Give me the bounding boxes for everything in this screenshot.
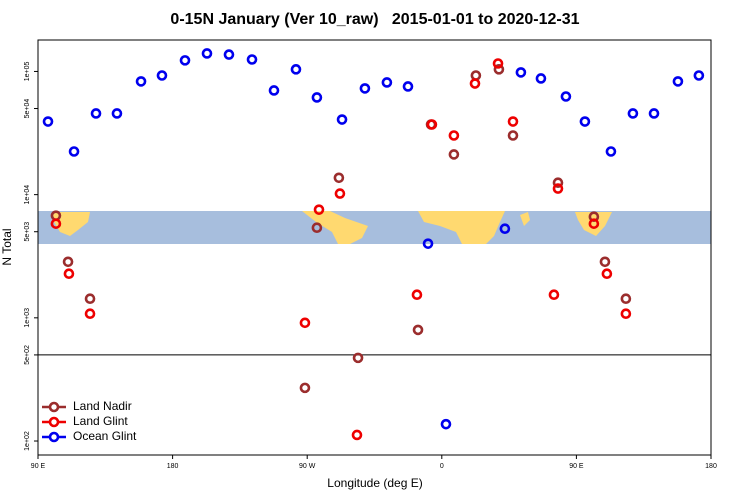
plot-frame xyxy=(37,39,712,456)
point xyxy=(469,78,481,89)
x-tick-label: 0 xyxy=(440,463,444,470)
point xyxy=(601,268,613,280)
point xyxy=(515,67,527,78)
point xyxy=(246,54,258,65)
chart-title: 0-15N January (Ver 10_raw) 2015-01-01 to… xyxy=(170,11,579,28)
point xyxy=(299,317,311,329)
y-tick-label: 5e+04 xyxy=(24,99,31,119)
x-tick-label: 180 xyxy=(167,463,179,470)
point xyxy=(201,48,213,59)
point xyxy=(352,352,364,364)
y-tick-label: 1e+03 xyxy=(24,308,31,328)
point xyxy=(448,130,460,141)
point xyxy=(422,238,434,249)
point xyxy=(552,183,564,194)
point xyxy=(351,429,363,441)
point xyxy=(426,119,438,130)
point xyxy=(179,55,191,66)
point xyxy=(605,146,617,157)
point xyxy=(223,49,235,60)
x-axis-label: Longitude (deg E) xyxy=(327,476,422,490)
legend-marker xyxy=(48,416,60,428)
point xyxy=(412,324,424,336)
point xyxy=(333,172,345,184)
point xyxy=(68,146,80,157)
point xyxy=(290,64,302,75)
point xyxy=(84,308,96,320)
point xyxy=(548,289,560,301)
point xyxy=(535,73,547,84)
point xyxy=(359,83,371,94)
point xyxy=(156,70,168,81)
point xyxy=(552,177,564,188)
point xyxy=(311,92,323,103)
point xyxy=(599,256,611,268)
point xyxy=(672,76,684,87)
point xyxy=(411,289,423,301)
legend-label: Ocean Glint xyxy=(73,429,137,443)
point xyxy=(440,418,452,430)
x-tick-label: 180 xyxy=(705,463,717,470)
point xyxy=(42,116,54,127)
legend-label: Land Nadir xyxy=(73,399,132,413)
y-tick-label: 5e+03 xyxy=(24,222,31,242)
point xyxy=(90,108,102,119)
point xyxy=(334,188,346,199)
point xyxy=(268,85,280,96)
y-tick-label: 1e+05 xyxy=(24,62,31,82)
y-tick-label: 1e+02 xyxy=(24,431,31,451)
point xyxy=(627,108,639,119)
x-tick-label: 90 E xyxy=(569,463,584,470)
point xyxy=(499,223,511,235)
point xyxy=(507,130,519,141)
point xyxy=(579,116,591,127)
point xyxy=(62,256,74,268)
map-strip xyxy=(38,211,711,244)
point xyxy=(84,293,96,304)
point xyxy=(313,204,325,215)
point xyxy=(693,70,705,81)
point xyxy=(135,76,147,87)
point xyxy=(311,222,323,234)
point xyxy=(402,81,414,92)
point xyxy=(448,149,460,160)
legend-label: Land Glint xyxy=(73,414,128,428)
point xyxy=(492,58,504,69)
point xyxy=(63,268,75,280)
point xyxy=(50,218,62,229)
point xyxy=(336,114,348,125)
point xyxy=(299,382,311,394)
point xyxy=(588,218,600,229)
point xyxy=(381,77,393,88)
point xyxy=(493,64,505,75)
point xyxy=(620,293,632,304)
y-axis-label: N Total xyxy=(0,228,14,265)
x-tick-label: 90 E xyxy=(31,463,46,470)
point xyxy=(111,108,123,119)
point xyxy=(560,91,572,102)
y-tick-label: 5e+02 xyxy=(24,345,31,365)
point xyxy=(648,108,660,119)
point xyxy=(507,116,519,127)
legend-marker xyxy=(48,401,60,413)
legend-marker xyxy=(48,431,60,443)
x-tick-label: 90 W xyxy=(299,463,316,470)
y-tick-label: 1e+04 xyxy=(24,185,31,205)
point xyxy=(620,308,632,320)
